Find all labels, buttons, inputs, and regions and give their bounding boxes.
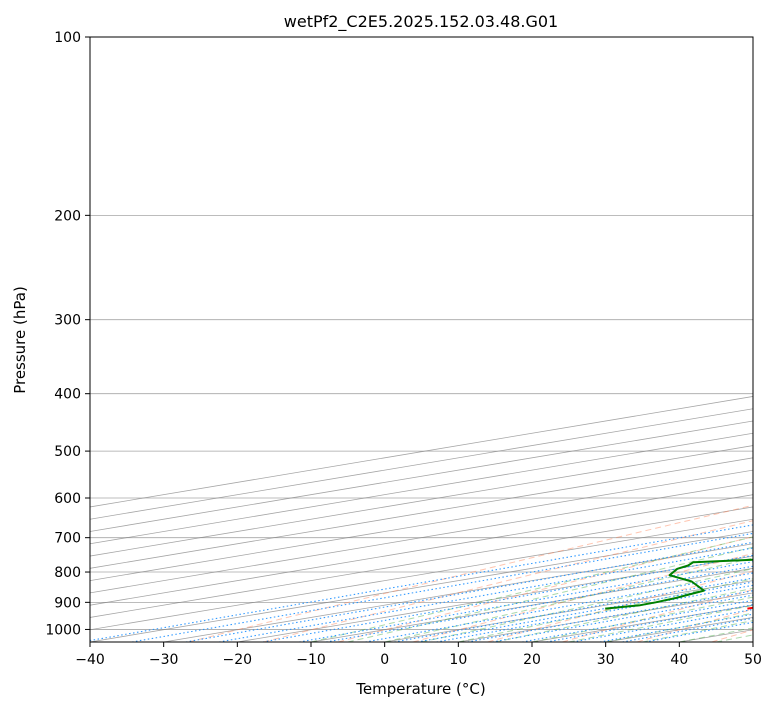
x-tick-label: −10 xyxy=(296,652,326,668)
moist-adiabat-line xyxy=(310,536,753,642)
plot-frame xyxy=(89,36,754,643)
moist-adiabat-line xyxy=(458,578,753,642)
isotherm-line xyxy=(90,432,753,545)
x-tick-label: 20 xyxy=(523,652,541,668)
chart-title: wetPf2_C2E5.2025.152.03.48.G01 xyxy=(284,12,558,32)
x-tick-label: 0 xyxy=(380,652,389,668)
y-tick-label: 400 xyxy=(54,387,81,403)
y-tick-label: 900 xyxy=(54,595,81,611)
mixing-ratio-line xyxy=(299,561,753,642)
moist-adiabat-line xyxy=(531,596,753,642)
dry-adiabat-line xyxy=(188,504,753,642)
moist-adiabat-line xyxy=(384,557,753,642)
y-tick-label: 600 xyxy=(54,491,81,507)
mixing-ratio-line xyxy=(90,524,753,642)
mixing-ratio-line xyxy=(522,599,753,642)
y-tick-label: 100 xyxy=(54,30,81,46)
y-tick-label: 700 xyxy=(54,531,81,547)
x-tick-label: 40 xyxy=(670,652,688,668)
isotherm-line xyxy=(90,518,753,631)
y-tick-label: 200 xyxy=(54,208,81,224)
isotherm-line xyxy=(90,469,753,582)
y-tick-label: 800 xyxy=(54,565,81,581)
isotherm-line xyxy=(90,531,753,642)
x-tick-label: 10 xyxy=(449,652,467,668)
x-axis-label: Temperature (°C) xyxy=(355,680,485,698)
dry-adiabat-line xyxy=(487,570,753,642)
y-tick-label: 1000 xyxy=(45,622,81,638)
mixing-ratio-line xyxy=(436,584,753,642)
y-tick-label: 300 xyxy=(54,313,81,329)
y-axis-label: Pressure (hPa) xyxy=(11,286,29,394)
mixing-ratio-line xyxy=(262,554,753,642)
isotherm-line xyxy=(90,445,753,557)
x-tick-label: −30 xyxy=(149,652,179,668)
mixing-ratio-line xyxy=(467,590,753,642)
dry-adiabat-line xyxy=(263,520,753,642)
mixing-ratio-line xyxy=(131,532,753,642)
dry-adiabat-line xyxy=(412,552,753,642)
x-tick-label: 30 xyxy=(597,652,615,668)
mixing-ratio-line xyxy=(546,604,753,642)
y-tick-label: 500 xyxy=(54,444,81,460)
x-tick-label: −40 xyxy=(75,652,105,668)
mixing-ratio-line xyxy=(492,594,753,642)
isotherm-line xyxy=(90,506,753,618)
x-tick-label: −20 xyxy=(223,652,253,668)
isotherm-line xyxy=(90,457,753,569)
isotherm-line xyxy=(90,494,753,606)
x-tick-label: 50 xyxy=(744,652,762,668)
isotherm-line xyxy=(90,481,753,594)
